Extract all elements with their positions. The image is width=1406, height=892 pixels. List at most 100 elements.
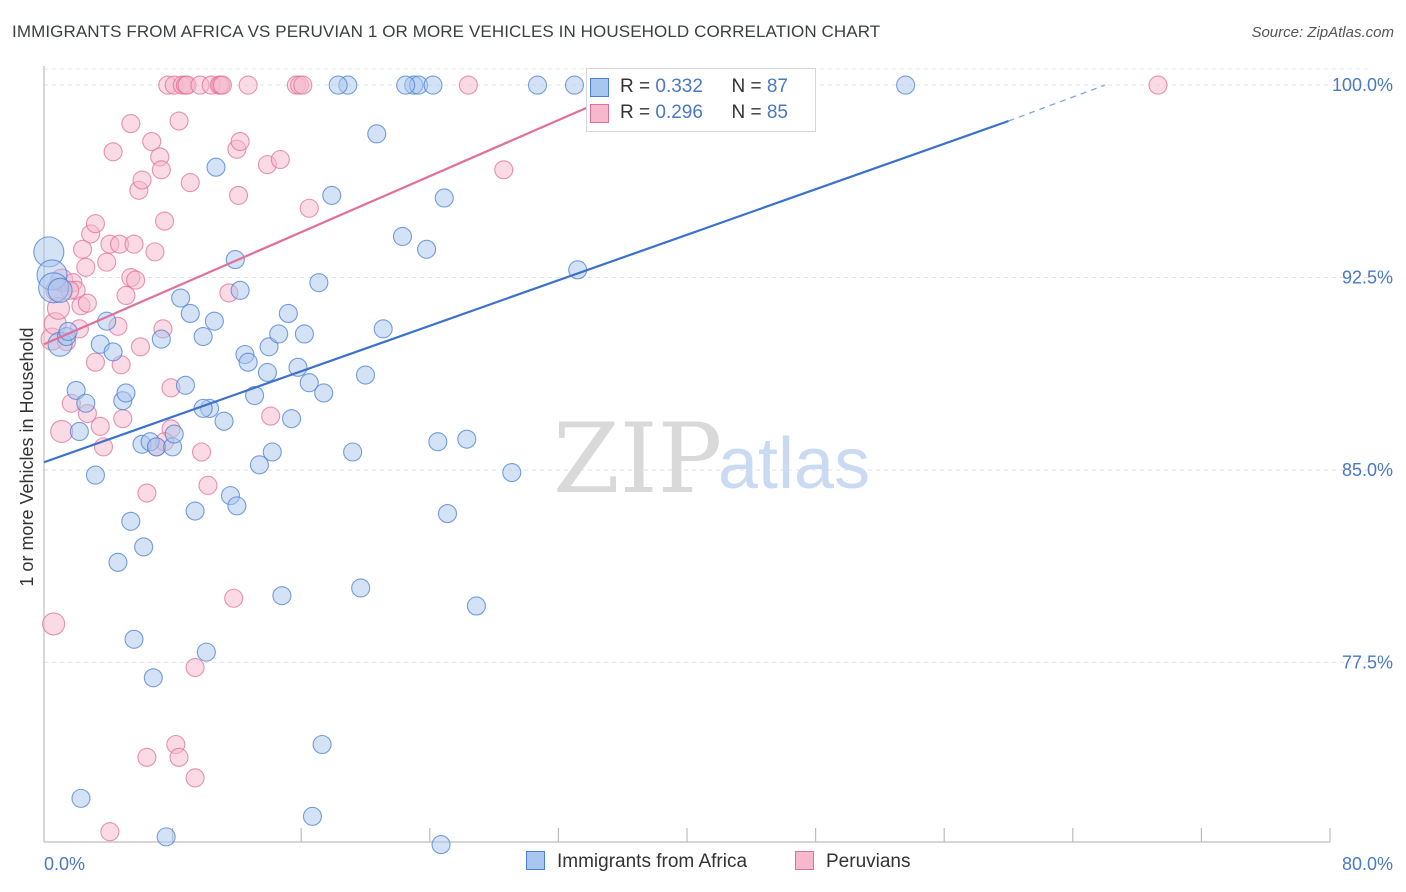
point-africa xyxy=(466,596,486,616)
point-peruvian xyxy=(137,483,157,503)
point-africa xyxy=(227,496,247,516)
point-peruvian xyxy=(1148,75,1168,95)
point-africa xyxy=(343,442,363,462)
point-africa xyxy=(204,311,224,331)
point-peruvian xyxy=(132,170,152,190)
point-peruvian xyxy=(180,173,200,193)
point-peruvian xyxy=(238,75,258,95)
point-africa xyxy=(175,375,196,395)
legend-r-value: 0.332 xyxy=(655,76,703,97)
point-africa xyxy=(171,288,191,308)
point-africa xyxy=(76,393,96,413)
legend-label-africa: Immigrants from Africa xyxy=(557,851,748,872)
point-africa xyxy=(225,250,245,270)
point-peruvian xyxy=(142,131,162,152)
y-axis-label: 1 or more Vehicles in Household xyxy=(17,327,37,586)
point-africa xyxy=(185,501,205,521)
correlation-legend: R = 0.332 N = 87 R = 0.296 N = 85 xyxy=(586,68,816,132)
point-africa xyxy=(164,424,184,444)
point-africa xyxy=(85,465,105,485)
y-tick-label: 85.0% xyxy=(1342,460,1393,480)
point-africa xyxy=(502,462,522,483)
y-tick-label: 92.5% xyxy=(1342,268,1393,288)
point-africa xyxy=(396,75,416,95)
point-africa xyxy=(431,835,451,855)
point-africa xyxy=(262,442,282,462)
point-peruvian xyxy=(97,252,117,272)
trend-lines xyxy=(43,84,1106,464)
point-africa xyxy=(238,352,258,372)
legend-row-peruvians: R = 0.296 N = 85 xyxy=(587,101,813,129)
point-africa xyxy=(69,421,89,442)
point-africa xyxy=(134,537,154,557)
point-peruvian xyxy=(103,142,123,162)
legend-r-value: 0.296 xyxy=(655,102,703,123)
point-africa xyxy=(312,734,332,755)
point-africa xyxy=(355,365,376,385)
legend-label-peruvians: Peruvians xyxy=(826,851,911,872)
point-peruvian xyxy=(121,114,141,134)
point-peruvian xyxy=(76,257,96,277)
point-peruvian xyxy=(293,75,313,95)
point-africa xyxy=(302,806,323,826)
point-peruvian xyxy=(212,75,232,95)
point-africa xyxy=(428,432,448,452)
point-peruvian xyxy=(137,747,157,767)
point-africa xyxy=(392,226,413,247)
trend-line-africa-extension xyxy=(1008,84,1106,122)
point-africa xyxy=(417,239,437,259)
legend-swatch-blue xyxy=(526,851,545,870)
point-africa xyxy=(423,75,443,95)
legend-swatch-pink xyxy=(795,851,814,870)
point-africa xyxy=(309,273,329,293)
point-africa xyxy=(180,303,200,323)
legend-item-peruvians: Peruvians xyxy=(795,851,911,873)
point-peruvian xyxy=(270,149,290,170)
point-peruvian xyxy=(145,242,165,262)
point-africa xyxy=(367,124,387,144)
point-africa xyxy=(71,788,91,808)
source-credit: Source: ZipAtlas.com xyxy=(1251,24,1394,41)
point-africa xyxy=(230,280,250,300)
point-peruvian xyxy=(185,768,205,788)
point-africa xyxy=(328,75,348,95)
point-africa xyxy=(151,329,171,349)
watermark-zip: ZIP xyxy=(553,403,722,515)
point-africa xyxy=(103,342,123,362)
watermark-atlas: atlas xyxy=(718,424,870,504)
point-africa xyxy=(299,373,319,393)
point-africa xyxy=(156,827,176,847)
point-africa xyxy=(564,75,585,95)
y-tick-label: 77.5% xyxy=(1342,652,1393,672)
point-peruvian xyxy=(90,416,110,436)
point-peruvian xyxy=(113,409,133,429)
trend-line-peruvians xyxy=(43,84,640,346)
point-africa xyxy=(206,157,226,177)
point-peruvian xyxy=(151,160,171,180)
point-peruvian xyxy=(458,75,478,95)
legend-swatch-blue xyxy=(590,78,609,97)
point-peruvian xyxy=(130,337,150,357)
point-peruvian xyxy=(230,131,250,152)
point-peruvian xyxy=(224,588,244,608)
point-peruvian xyxy=(100,822,120,842)
point-africa xyxy=(121,511,141,531)
legend-r-label: R = xyxy=(620,76,656,97)
y-tick-label: 100.0% xyxy=(1332,75,1393,95)
point-peruvian xyxy=(228,185,249,205)
point-africa xyxy=(143,668,163,688)
legend-row-africa: R = 0.332 N = 87 xyxy=(587,75,813,103)
point-africa xyxy=(434,188,454,208)
legend-n-label: N = xyxy=(731,102,767,123)
point-peruvian xyxy=(42,612,66,636)
point-africa xyxy=(457,429,477,449)
point-africa xyxy=(249,455,269,475)
point-africa xyxy=(322,185,342,205)
series-immigrants-from-africa xyxy=(33,75,916,855)
point-africa xyxy=(245,386,265,406)
legend-swatch-pink xyxy=(590,104,609,123)
point-peruvian xyxy=(299,198,319,218)
point-africa xyxy=(282,409,302,429)
legend-n-value: 87 xyxy=(766,76,788,97)
point-africa xyxy=(269,324,289,344)
